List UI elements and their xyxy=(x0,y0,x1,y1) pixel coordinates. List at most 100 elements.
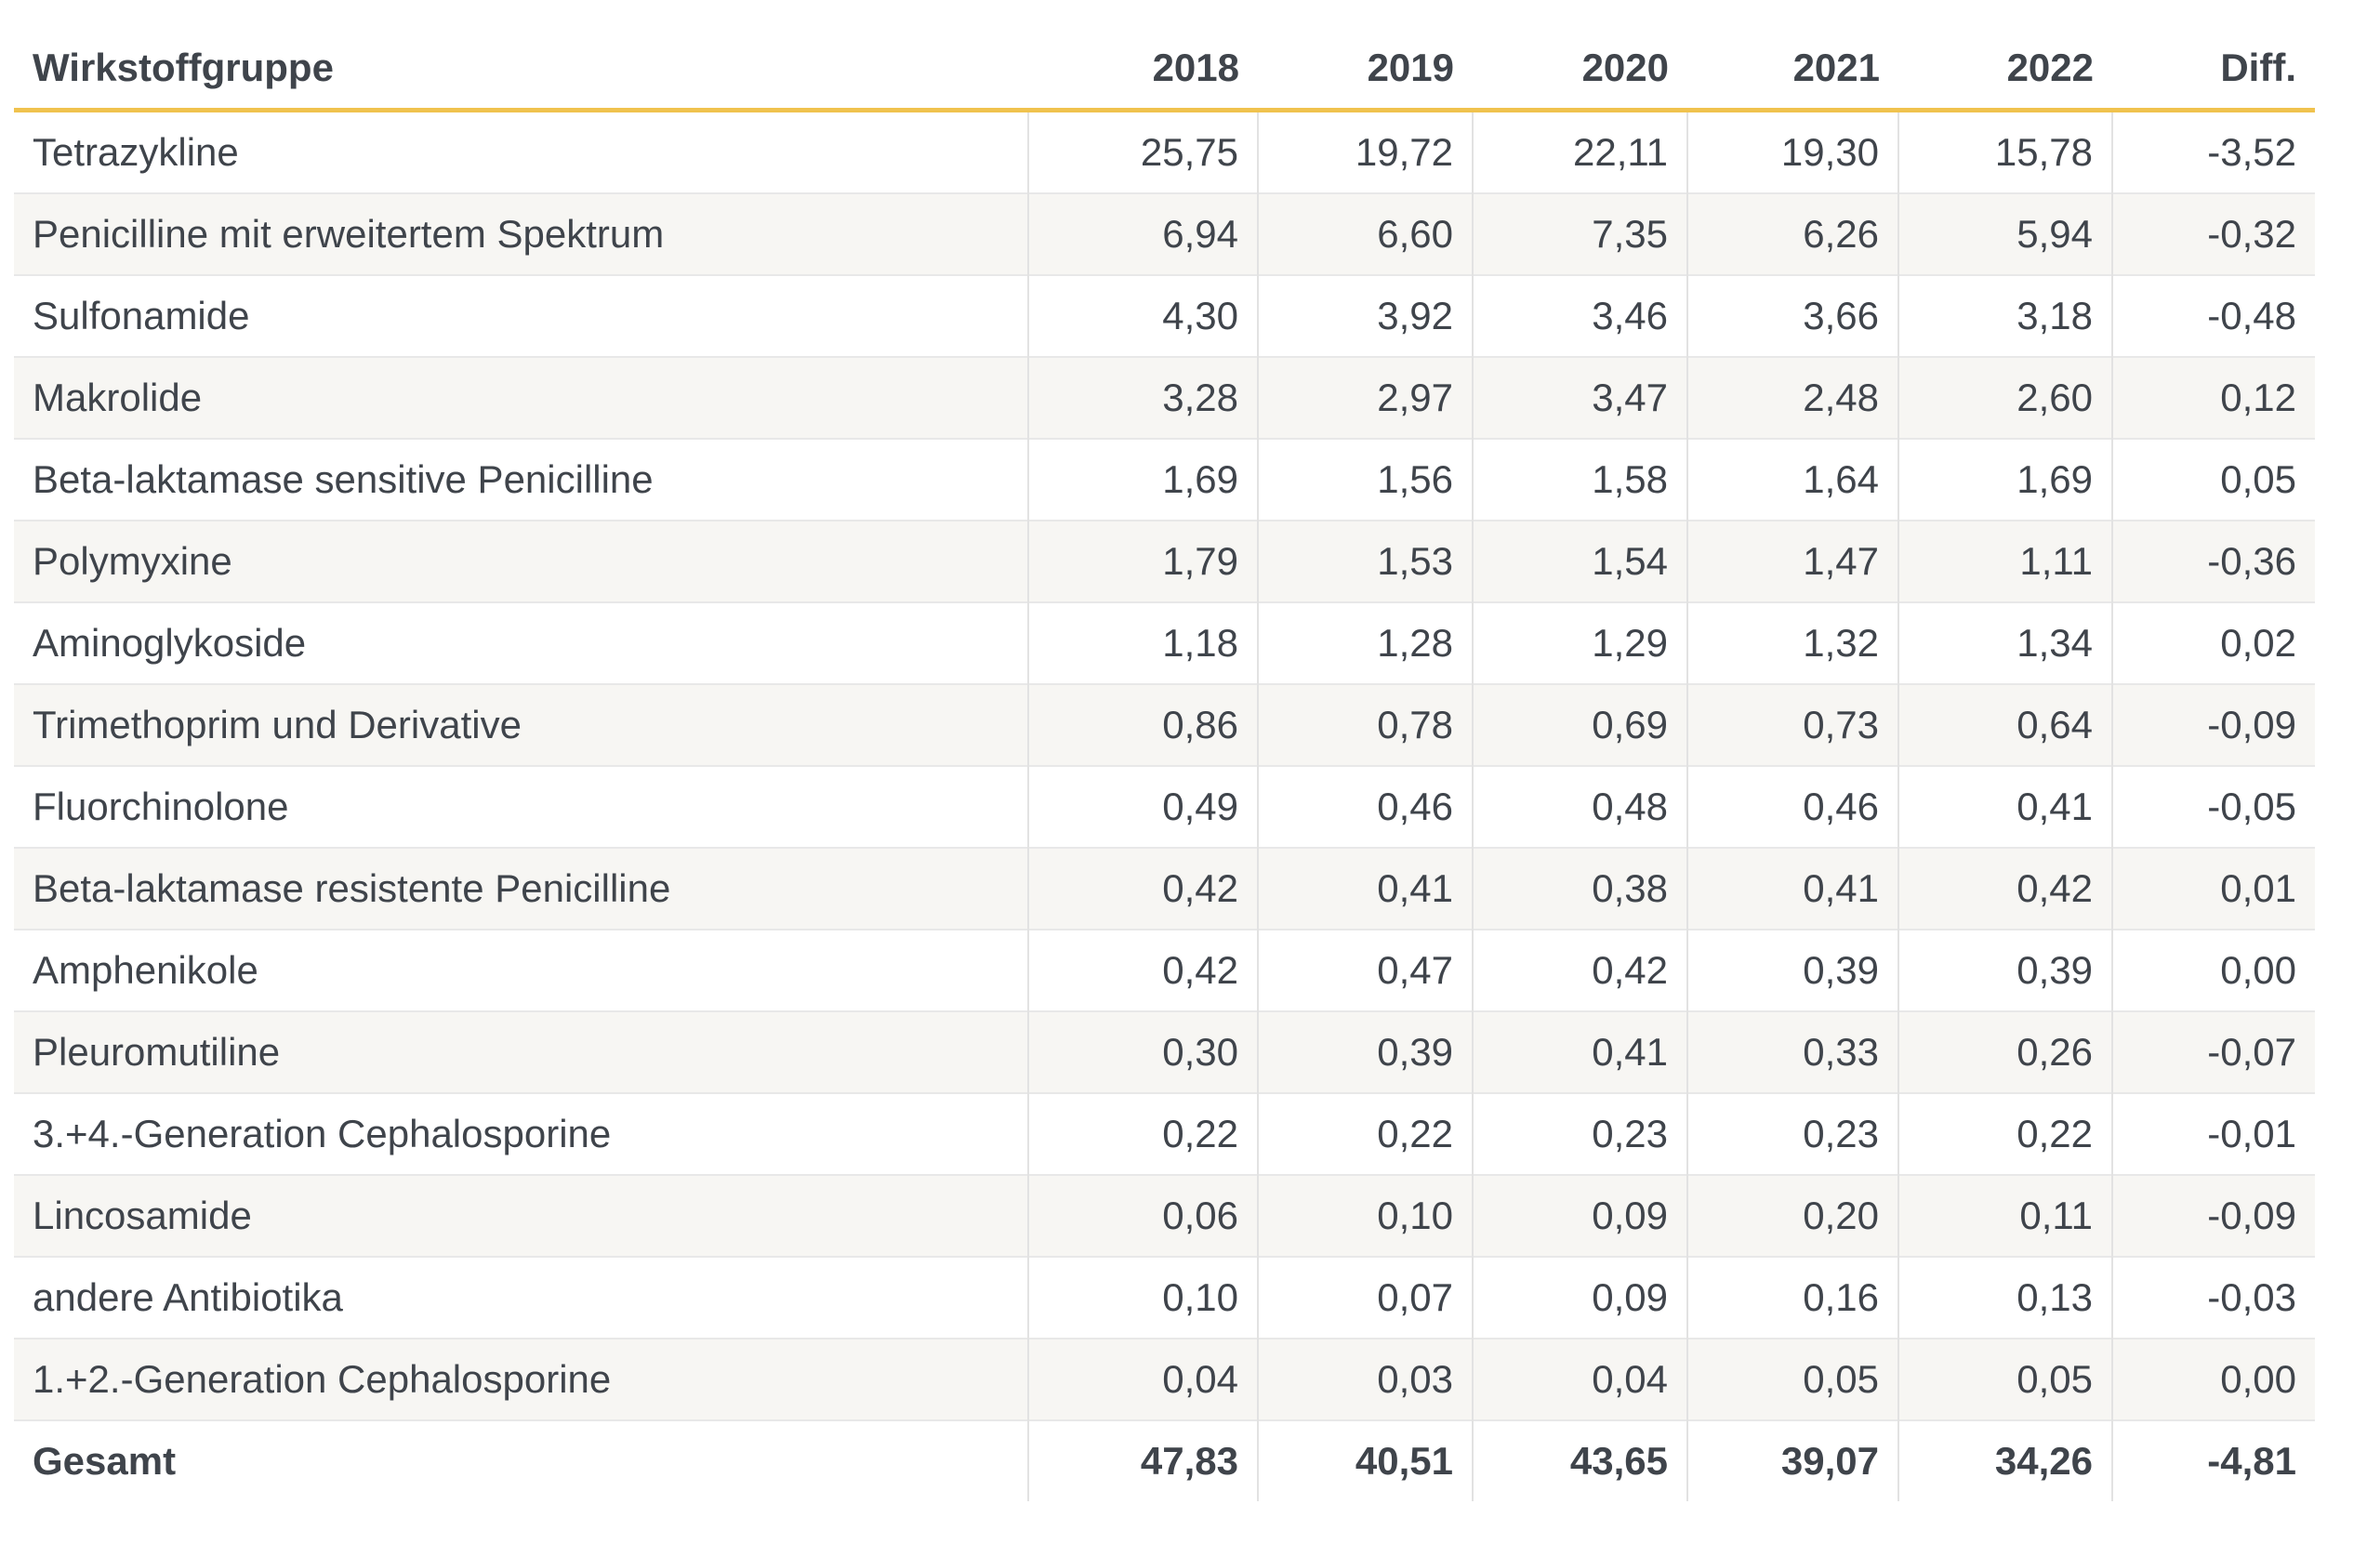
cell-value: 0,39 xyxy=(1257,1010,1473,1093)
cell-value: 0,41 xyxy=(1472,1010,1687,1093)
cell-value: 0,26 xyxy=(1897,1010,2112,1093)
column-header-2022: 2022 xyxy=(1898,28,2112,112)
row-label: andere Antibiotika xyxy=(14,1256,1028,1339)
cell-value: 0,39 xyxy=(1897,929,2112,1011)
cell-value: -0,01 xyxy=(2111,1092,2315,1175)
cell-value: 0,42 xyxy=(1027,847,1258,930)
cell-value: 1,54 xyxy=(1472,520,1687,602)
cell-value: 0,09 xyxy=(1472,1256,1687,1339)
cell-value: 1,53 xyxy=(1257,520,1473,602)
column-header-wirkstoffgruppe: Wirkstoffgruppe xyxy=(14,28,1028,112)
cell-value: 3,18 xyxy=(1897,274,2112,357)
cell-value: 0,00 xyxy=(2111,1338,2315,1420)
total-value: 43,65 xyxy=(1472,1419,1687,1501)
cell-value: 3,92 xyxy=(1257,274,1473,357)
cell-value: 0,48 xyxy=(1472,765,1687,848)
cell-value: 0,12 xyxy=(2111,356,2315,439)
row-label: 1.+2.-Generation Cephalosporine xyxy=(14,1338,1028,1420)
cell-value: 1,47 xyxy=(1686,520,1898,602)
row-label: Sulfonamide xyxy=(14,274,1028,357)
cell-value: 6,60 xyxy=(1257,192,1473,275)
column-header-2019: 2019 xyxy=(1258,28,1473,112)
cell-value: 0,06 xyxy=(1027,1174,1258,1257)
cell-value: 0,03 xyxy=(1257,1338,1473,1420)
cell-value: 0,04 xyxy=(1027,1338,1258,1420)
row-label: Aminoglykoside xyxy=(14,601,1028,684)
cell-value: 7,35 xyxy=(1472,192,1687,275)
cell-value: 6,94 xyxy=(1027,192,1258,275)
cell-value: -3,52 xyxy=(2111,110,2315,193)
cell-value: 3,46 xyxy=(1472,274,1687,357)
cell-value: 1,34 xyxy=(1897,601,2112,684)
cell-value: 0,10 xyxy=(1027,1256,1258,1339)
table-row: Beta-laktamase resistente Penicilline 0,4… xyxy=(14,847,2315,930)
cell-value: -0,09 xyxy=(2111,1174,2315,1257)
header-row: Wirkstoffgruppe 2018 2019 2020 2021 2022… xyxy=(14,28,2315,112)
table-row: Tetrazykline 25,75 19,72 22,11 19,30 15,78 -3,… xyxy=(14,110,2315,193)
wirkstoffgruppe-table: Wirkstoffgruppe 2018 2019 2020 2021 2022… xyxy=(14,28,2315,1501)
cell-value: 0,30 xyxy=(1027,1010,1258,1093)
cell-value: -0,09 xyxy=(2111,683,2315,766)
row-label: Penicilline mit erweitertem Spektrum xyxy=(14,192,1028,275)
cell-value: 0,78 xyxy=(1257,683,1473,766)
column-header-diff: Diff. xyxy=(2112,28,2315,112)
cell-value: 2,60 xyxy=(1897,356,2112,439)
row-label: Amphenikole xyxy=(14,929,1028,1011)
cell-value: 0,07 xyxy=(1257,1256,1473,1339)
cell-value: -0,05 xyxy=(2111,765,2315,848)
cell-value: 0,05 xyxy=(2111,438,2315,521)
cell-value: 2,48 xyxy=(1686,356,1898,439)
row-label: Beta-laktamase sensitive Penicilline xyxy=(14,438,1028,521)
table-row: Amphenikole 0,42 0,47 0,42 0,39 0,39 0,00 xyxy=(14,929,2315,1011)
cell-value: 1,69 xyxy=(1027,438,1258,521)
cell-value: 0,46 xyxy=(1686,765,1898,848)
cell-value: 22,11 xyxy=(1472,110,1687,193)
cell-value: 0,01 xyxy=(2111,847,2315,930)
table-row: Penicilline mit erweitertem Spektrum 6,94… xyxy=(14,192,2315,275)
table-row: Trimethoprim und Derivative 0,86 0,78 0,69 0… xyxy=(14,683,2315,766)
cell-value: -0,32 xyxy=(2111,192,2315,275)
cell-value: 0,09 xyxy=(1472,1174,1687,1257)
cell-value: 0,41 xyxy=(1897,765,2112,848)
cell-value: -0,36 xyxy=(2111,520,2315,602)
cell-value: 0,42 xyxy=(1027,929,1258,1011)
total-value: 47,83 xyxy=(1027,1419,1258,1501)
cell-value: 0,00 xyxy=(2111,929,2315,1011)
cell-value: 0,05 xyxy=(1897,1338,2112,1420)
cell-value: 0,42 xyxy=(1897,847,2112,930)
cell-value: 0,49 xyxy=(1027,765,1258,848)
cell-value: 3,66 xyxy=(1686,274,1898,357)
cell-value: -0,07 xyxy=(2111,1010,2315,1093)
table-header: Wirkstoffgruppe 2018 2019 2020 2021 2022… xyxy=(14,28,2315,112)
cell-value: 0,47 xyxy=(1257,929,1473,1011)
cell-value: -0,48 xyxy=(2111,274,2315,357)
cell-value: 0,23 xyxy=(1472,1092,1687,1175)
table-row: Beta-laktamase sensitive Penicilline 1,69… xyxy=(14,438,2315,521)
cell-value: 1,28 xyxy=(1257,601,1473,684)
cell-value: 0,13 xyxy=(1897,1256,2112,1339)
cell-value: 0,20 xyxy=(1686,1174,1898,1257)
table-row: Sulfonamide 4,30 3,92 3,46 3,66 3,18 -0,48 xyxy=(14,274,2315,357)
cell-value: 0,11 xyxy=(1897,1174,2112,1257)
total-value: 34,26 xyxy=(1897,1419,2112,1501)
total-label: Gesamt xyxy=(14,1419,1028,1501)
cell-value: 25,75 xyxy=(1027,110,1258,193)
cell-value: 0,86 xyxy=(1027,683,1258,766)
row-label: Lincosamide xyxy=(14,1174,1028,1257)
column-header-2021: 2021 xyxy=(1687,28,1898,112)
table-row: Makrolide 3,28 2,97 3,47 2,48 2,60 0,12 xyxy=(14,356,2315,439)
cell-value: 1,64 xyxy=(1686,438,1898,521)
cell-value: 0,64 xyxy=(1897,683,2112,766)
cell-value: 0,42 xyxy=(1472,929,1687,1011)
cell-value: 0,10 xyxy=(1257,1174,1473,1257)
cell-value: 1,58 xyxy=(1472,438,1687,521)
cell-value: 1,11 xyxy=(1897,520,2112,602)
total-row: Gesamt 47,83 40,51 43,65 39,07 34,26 -4,… xyxy=(14,1419,2315,1501)
cell-value: 0,73 xyxy=(1686,683,1898,766)
total-value: 39,07 xyxy=(1686,1419,1898,1501)
cell-value: 2,97 xyxy=(1257,356,1473,439)
cell-value: 4,30 xyxy=(1027,274,1258,357)
table-footer: Gesamt 47,83 40,51 43,65 39,07 34,26 -4,… xyxy=(14,1419,2315,1501)
row-label: Fluorchinolone xyxy=(14,765,1028,848)
cell-value: 0,23 xyxy=(1686,1092,1898,1175)
